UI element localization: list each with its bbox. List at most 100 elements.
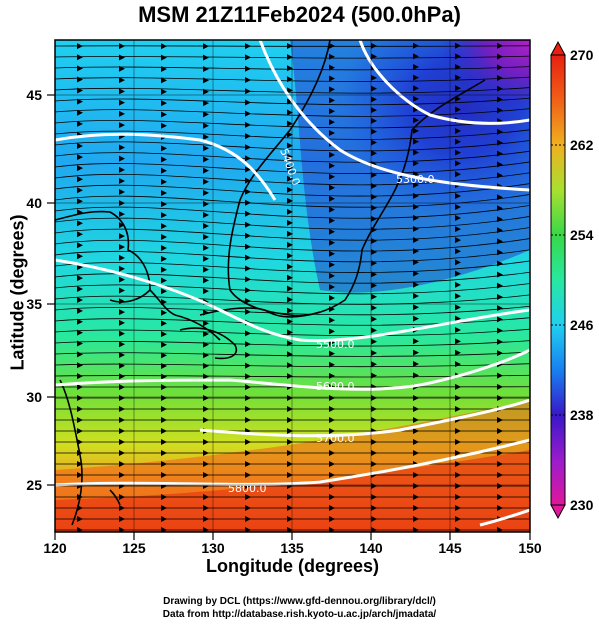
axis-ticks — [47, 94, 531, 540]
streamline — [55, 386, 530, 388]
wind-arrowhead — [77, 187, 83, 194]
wind-arrowhead — [161, 277, 167, 284]
wind-arrowhead — [371, 237, 377, 244]
wind-arrowhead — [161, 461, 167, 467]
wind-arrowhead — [245, 232, 251, 239]
wind-arrowhead — [203, 362, 209, 369]
wind-arrowhead — [371, 338, 377, 345]
wind-arrowhead — [371, 483, 377, 489]
wind-arrowhead — [371, 395, 377, 401]
wind-arrowhead — [77, 395, 83, 401]
wind-arrowhead — [329, 64, 335, 71]
wind-arrowhead — [119, 428, 125, 434]
wind-arrowhead — [455, 527, 461, 532]
wind-arrowhead — [203, 211, 209, 218]
wind-arrowhead — [77, 340, 83, 347]
wind-arrowhead — [329, 86, 335, 93]
wind-arrowhead — [287, 494, 293, 500]
wind-arrowhead — [413, 395, 419, 401]
wind-arrowhead — [371, 172, 377, 179]
wind-arrowhead — [497, 350, 503, 357]
contour-5400 — [55, 132, 277, 201]
streamline — [55, 45, 530, 47]
wind-arrowhead — [371, 316, 377, 323]
wind-arrowhead — [497, 417, 503, 423]
streamline — [55, 374, 530, 378]
streamline — [55, 351, 530, 357]
wind-arrowhead — [371, 417, 377, 423]
wind-arrowhead — [371, 107, 377, 114]
wind-arrowhead — [119, 166, 125, 173]
wind-arrowhead — [455, 226, 461, 233]
wind-arrowhead — [329, 395, 335, 401]
wind-arrowhead — [245, 461, 251, 467]
wind-arrowhead — [329, 472, 335, 478]
wind-arrowhead — [329, 119, 335, 126]
wind-arrowhead — [329, 350, 335, 357]
contour-5700 — [199, 398, 530, 438]
wind-arrowhead — [371, 293, 377, 300]
wind-arrowhead — [77, 109, 83, 116]
wind-arrowhead — [245, 43, 251, 50]
contour-5800-south — [479, 508, 530, 527]
x-axis-label: Longitude (degrees) — [205, 556, 379, 576]
wind-arrowhead — [287, 505, 293, 511]
wind-arrowhead — [455, 42, 461, 49]
wind-arrowhead — [329, 461, 335, 467]
wind-arrowhead — [77, 43, 83, 50]
wind-arrowhead — [455, 85, 461, 92]
wind-arrowhead — [203, 352, 209, 359]
wind-arrowhead — [413, 270, 419, 277]
colorbar-label-254: 254 — [570, 227, 594, 243]
streamline — [55, 328, 530, 337]
wind-arrowhead — [161, 223, 167, 230]
wind-arrowhead — [371, 117, 377, 124]
wind-arrowhead — [455, 138, 461, 145]
wind-arrowhead — [455, 74, 461, 81]
wind-arrowhead — [413, 505, 419, 511]
wind-arrowhead — [287, 142, 293, 149]
wind-arrowhead — [371, 406, 377, 412]
streamline — [55, 87, 530, 94]
wind-arrowhead — [455, 149, 461, 156]
wind-arrowhead — [287, 285, 293, 292]
wind-arrowhead — [245, 406, 251, 412]
wind-arrowhead — [287, 252, 293, 259]
wind-arrowhead — [329, 406, 335, 412]
wind-arrowhead — [245, 243, 251, 250]
wind-arrowhead — [161, 428, 167, 434]
wind-arrowhead — [245, 494, 251, 500]
wind-arrowhead — [161, 145, 167, 152]
wind-arrowhead — [329, 75, 335, 82]
wind-arrowhead — [119, 362, 125, 369]
wind-arrowhead — [497, 293, 503, 300]
wind-arrowhead — [287, 417, 293, 423]
wind-arrowhead — [245, 527, 251, 532]
wind-arrowhead — [287, 296, 293, 303]
wind-arrowhead — [203, 516, 209, 522]
wind-arrowhead — [371, 304, 377, 311]
wind-arrowhead — [413, 417, 419, 423]
wind-arrowhead — [413, 428, 419, 434]
wind-arrowhead — [203, 320, 209, 327]
wind-arrowhead — [497, 505, 503, 511]
streamline — [55, 150, 530, 163]
wind-arrowhead — [413, 237, 419, 244]
chart-title: MSM 21Z11Feb2024 (500.0hPa) — [138, 2, 461, 27]
wind-arrowhead — [413, 192, 419, 199]
wind-arrowhead — [203, 288, 209, 295]
wind-arrowhead — [119, 254, 125, 261]
streamline — [55, 249, 530, 263]
wind-arrowhead — [161, 320, 167, 327]
wind-arrowhead — [77, 176, 83, 183]
wind-arrowhead — [161, 417, 167, 423]
wind-arrowhead — [119, 222, 125, 229]
wind-arrowhead — [413, 450, 419, 456]
wind-arrowhead — [287, 263, 293, 270]
wind-arrowhead — [329, 516, 335, 522]
wind-arrowhead — [329, 272, 335, 279]
x-tick-130: 130 — [201, 540, 225, 556]
wind-arrowhead — [203, 527, 209, 532]
wind-arrowhead — [77, 54, 83, 61]
